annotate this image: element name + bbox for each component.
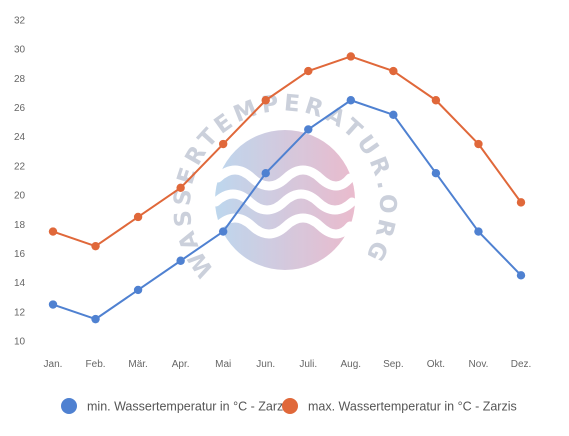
x-tick-label: Aug.	[341, 359, 362, 370]
y-axis: 10 12 14 16 18 20 22 24 26 28 30 32	[14, 16, 26, 348]
x-tick-label: Mär.	[128, 359, 147, 370]
watermark: WASSERTEMPERATUR.ORG	[170, 90, 396, 282]
data-point[interactable]	[346, 52, 356, 61]
series-line-max	[52, 55, 522, 248]
x-tick-label: Sep.	[383, 359, 404, 370]
x-axis: Jan. Feb. Mär. Apr. Mai Jun. Juli. Aug. Sep. Okt.…	[44, 359, 532, 370]
legend-label[interactable]: max. Wassertemperatur in °C - Zarzis	[308, 400, 517, 414]
y-tick-label: 10	[14, 337, 26, 348]
data-point[interactable]	[218, 139, 228, 149]
x-tick-label: Dez.	[511, 359, 532, 370]
y-tick-label: 12	[14, 307, 26, 318]
x-tick-label: Jun.	[256, 359, 275, 370]
data-point[interactable]	[304, 66, 313, 76]
series-line-min	[52, 99, 522, 321]
data-point[interactable]	[48, 300, 58, 309]
y-tick-label: 26	[14, 103, 26, 114]
y-tick-label: 28	[14, 74, 26, 85]
legend-marker[interactable]	[282, 398, 298, 414]
x-tick-label: Mai	[215, 359, 231, 370]
data-point[interactable]	[261, 169, 270, 178]
data-point[interactable]	[176, 183, 185, 192]
y-tick-label: 30	[14, 45, 26, 56]
plot-area	[48, 52, 526, 324]
data-point[interactable]	[389, 110, 398, 120]
data-point[interactable]	[431, 169, 441, 178]
y-tick-label: 20	[14, 191, 26, 202]
data-point[interactable]	[133, 212, 143, 222]
data-point[interactable]	[48, 227, 58, 236]
data-point[interactable]	[133, 285, 143, 295]
x-tick-label: Apr.	[172, 359, 190, 370]
data-point[interactable]	[91, 241, 100, 251]
data-point[interactable]	[91, 314, 100, 324]
data-point[interactable]	[474, 139, 483, 149]
y-tick-label: 14	[14, 278, 26, 289]
data-point[interactable]	[516, 198, 526, 207]
y-tick-label: 16	[14, 249, 26, 260]
y-tick-label: 18	[14, 220, 26, 231]
y-tick-label: 22	[14, 161, 26, 172]
data-point[interactable]	[431, 96, 441, 105]
data-point[interactable]	[346, 96, 356, 105]
y-tick-label: 24	[14, 132, 26, 143]
data-point[interactable]	[176, 256, 185, 265]
legend: min. Wassertemperatur in °C - Zarzis max.…	[61, 398, 517, 414]
x-tick-label: Juli.	[299, 359, 317, 370]
data-point[interactable]	[474, 227, 483, 236]
data-point[interactable]	[218, 227, 228, 236]
x-tick-label: Feb.	[86, 359, 106, 370]
x-tick-label: Nov.	[469, 359, 489, 370]
data-point[interactable]	[516, 271, 526, 280]
waves-icon	[211, 165, 357, 239]
y-tick-label: 32	[14, 16, 26, 27]
x-tick-label: Jan.	[44, 359, 63, 370]
legend-marker[interactable]	[61, 398, 77, 414]
x-tick-label: Okt.	[427, 359, 445, 370]
data-point[interactable]	[261, 96, 270, 105]
legend-label[interactable]: min. Wassertemperatur in °C - Zarzis	[87, 400, 292, 414]
data-point[interactable]	[304, 125, 313, 134]
data-point[interactable]	[389, 66, 398, 76]
